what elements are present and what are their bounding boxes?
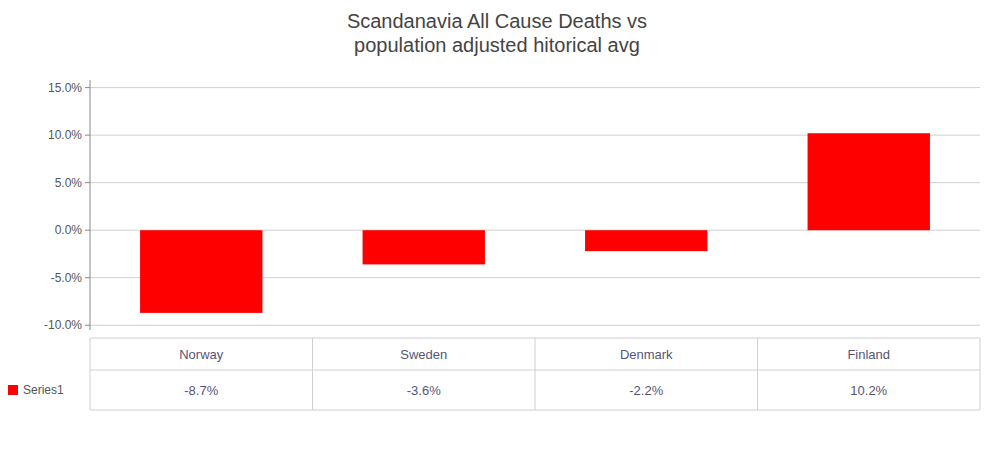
- table-line: [90, 338, 91, 410]
- table-line: [312, 338, 313, 410]
- tick-mark: [85, 277, 90, 278]
- tick-label: -10.0%: [44, 318, 82, 332]
- tick-mark: [85, 325, 90, 326]
- table-line: [757, 338, 758, 410]
- data-label: -2.2%: [629, 383, 663, 398]
- category-label: Denmark: [620, 347, 673, 362]
- data-label: 10.2%: [850, 383, 887, 398]
- tick-mark: [85, 230, 90, 231]
- tick-label: 5.0%: [55, 176, 83, 190]
- table-line: [980, 338, 981, 410]
- chart: Scandanavia All Cause Deaths vspopulatio…: [0, 0, 994, 476]
- data-label: -8.7%: [184, 383, 218, 398]
- category-label: Sweden: [400, 347, 447, 362]
- bar: [808, 133, 930, 230]
- category-label: Finland: [847, 347, 890, 362]
- tick-mark: [85, 87, 90, 88]
- bar: [140, 230, 262, 313]
- title-line: population adjusted hitorical avg: [354, 34, 640, 56]
- y-axis-line: [90, 80, 91, 330]
- tick-label: 10.0%: [48, 128, 82, 142]
- legend-label: Series1: [23, 383, 64, 397]
- legend-swatch: [8, 385, 18, 395]
- title: Scandanavia All Cause Deaths vspopulatio…: [347, 10, 647, 56]
- title-line: Scandanavia All Cause Deaths vs: [347, 10, 647, 32]
- tick-label: 15.0%: [48, 81, 82, 95]
- tick-mark: [85, 182, 90, 183]
- bars: [140, 133, 930, 313]
- grid-line: [90, 325, 980, 326]
- data-label: -3.6%: [407, 383, 441, 398]
- category-label: Norway: [179, 347, 224, 362]
- table-line: [535, 338, 536, 410]
- tick-mark: [85, 135, 90, 136]
- tick-label: -5.0%: [51, 271, 83, 285]
- tick-label: 0.0%: [55, 223, 83, 237]
- grid-line: [90, 87, 980, 88]
- bar: [585, 230, 707, 251]
- bar: [363, 230, 485, 264]
